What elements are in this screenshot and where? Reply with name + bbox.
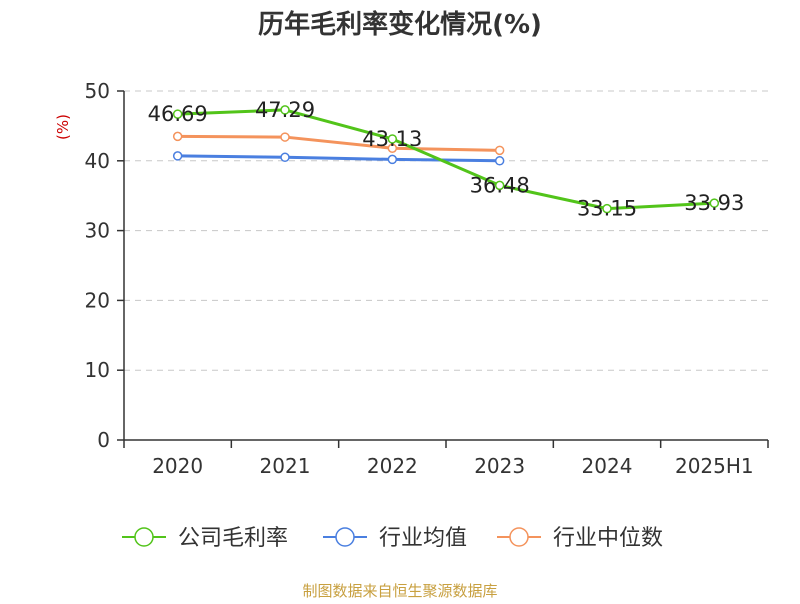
data-point <box>494 180 505 191</box>
axes: 0 10 20 30 40 50 2020 2021 2022 2023 2024 2025H1 <box>85 79 769 478</box>
series-line <box>177 108 715 211</box>
data-point <box>494 145 505 156</box>
data-point <box>602 203 612 214</box>
series-lines <box>172 105 720 214</box>
data-point <box>172 131 183 142</box>
data-point <box>709 198 720 208</box>
data-label: 43.13 <box>362 127 422 151</box>
y-tick-label: 50 <box>85 79 110 103</box>
data-point <box>280 132 290 142</box>
legend-swatch-marker <box>509 527 529 547</box>
data-point <box>172 109 183 119</box>
legend-swatch-marker <box>335 527 355 547</box>
x-tick-label: 2022 <box>367 454 418 478</box>
y-tick-label: 40 <box>85 149 110 173</box>
series-line <box>177 134 500 152</box>
y-tick-label: 30 <box>85 219 110 243</box>
legend[interactable]: 公司毛利率 行业均值 行业中位数 <box>122 526 663 551</box>
legend-label: 行业均值 <box>379 526 467 551</box>
x-tick-label: 2025H1 <box>675 454 754 478</box>
series-line <box>177 154 500 163</box>
data-label: 36.48 <box>470 173 530 197</box>
legend-label: 公司毛利率 <box>178 526 288 551</box>
data-label: 47.29 <box>255 98 315 122</box>
x-tick-label: 2023 <box>474 454 525 478</box>
y-tick-label: 0 <box>97 428 110 452</box>
data-point <box>387 134 398 144</box>
legend-item[interactable]: 公司毛利率 <box>122 526 288 551</box>
data-point <box>172 151 183 161</box>
legend-item[interactable]: 行业中位数 <box>497 526 663 551</box>
data-label: 33.93 <box>684 191 744 215</box>
x-tick-label: 2020 <box>152 454 203 478</box>
x-tick-label: 2021 <box>260 454 311 478</box>
data-label: 33.15 <box>577 197 637 221</box>
legend-item[interactable]: 行业均值 <box>323 526 467 551</box>
data-point <box>387 154 398 165</box>
legend-swatch-marker <box>134 527 154 547</box>
data-labels: 46.69 47.29 43.13 36.48 33.15 33.93 <box>148 98 745 221</box>
y-tick-label: 20 <box>85 288 110 312</box>
data-point <box>280 152 290 163</box>
source-note: 制图数据来自恒生聚源数据库 <box>302 582 497 600</box>
data-label: 46.69 <box>148 102 208 126</box>
data-point <box>280 105 290 115</box>
chart-title: 历年毛利率变化情况(%) <box>258 9 542 40</box>
grid-lines <box>124 90 768 371</box>
x-tick-label: 2024 <box>582 454 633 478</box>
data-point <box>387 143 398 153</box>
y-axis-label: (%) <box>54 114 72 140</box>
data-point <box>494 156 505 166</box>
y-tick-label: 10 <box>85 358 110 382</box>
legend-label: 行业中位数 <box>553 526 663 551</box>
